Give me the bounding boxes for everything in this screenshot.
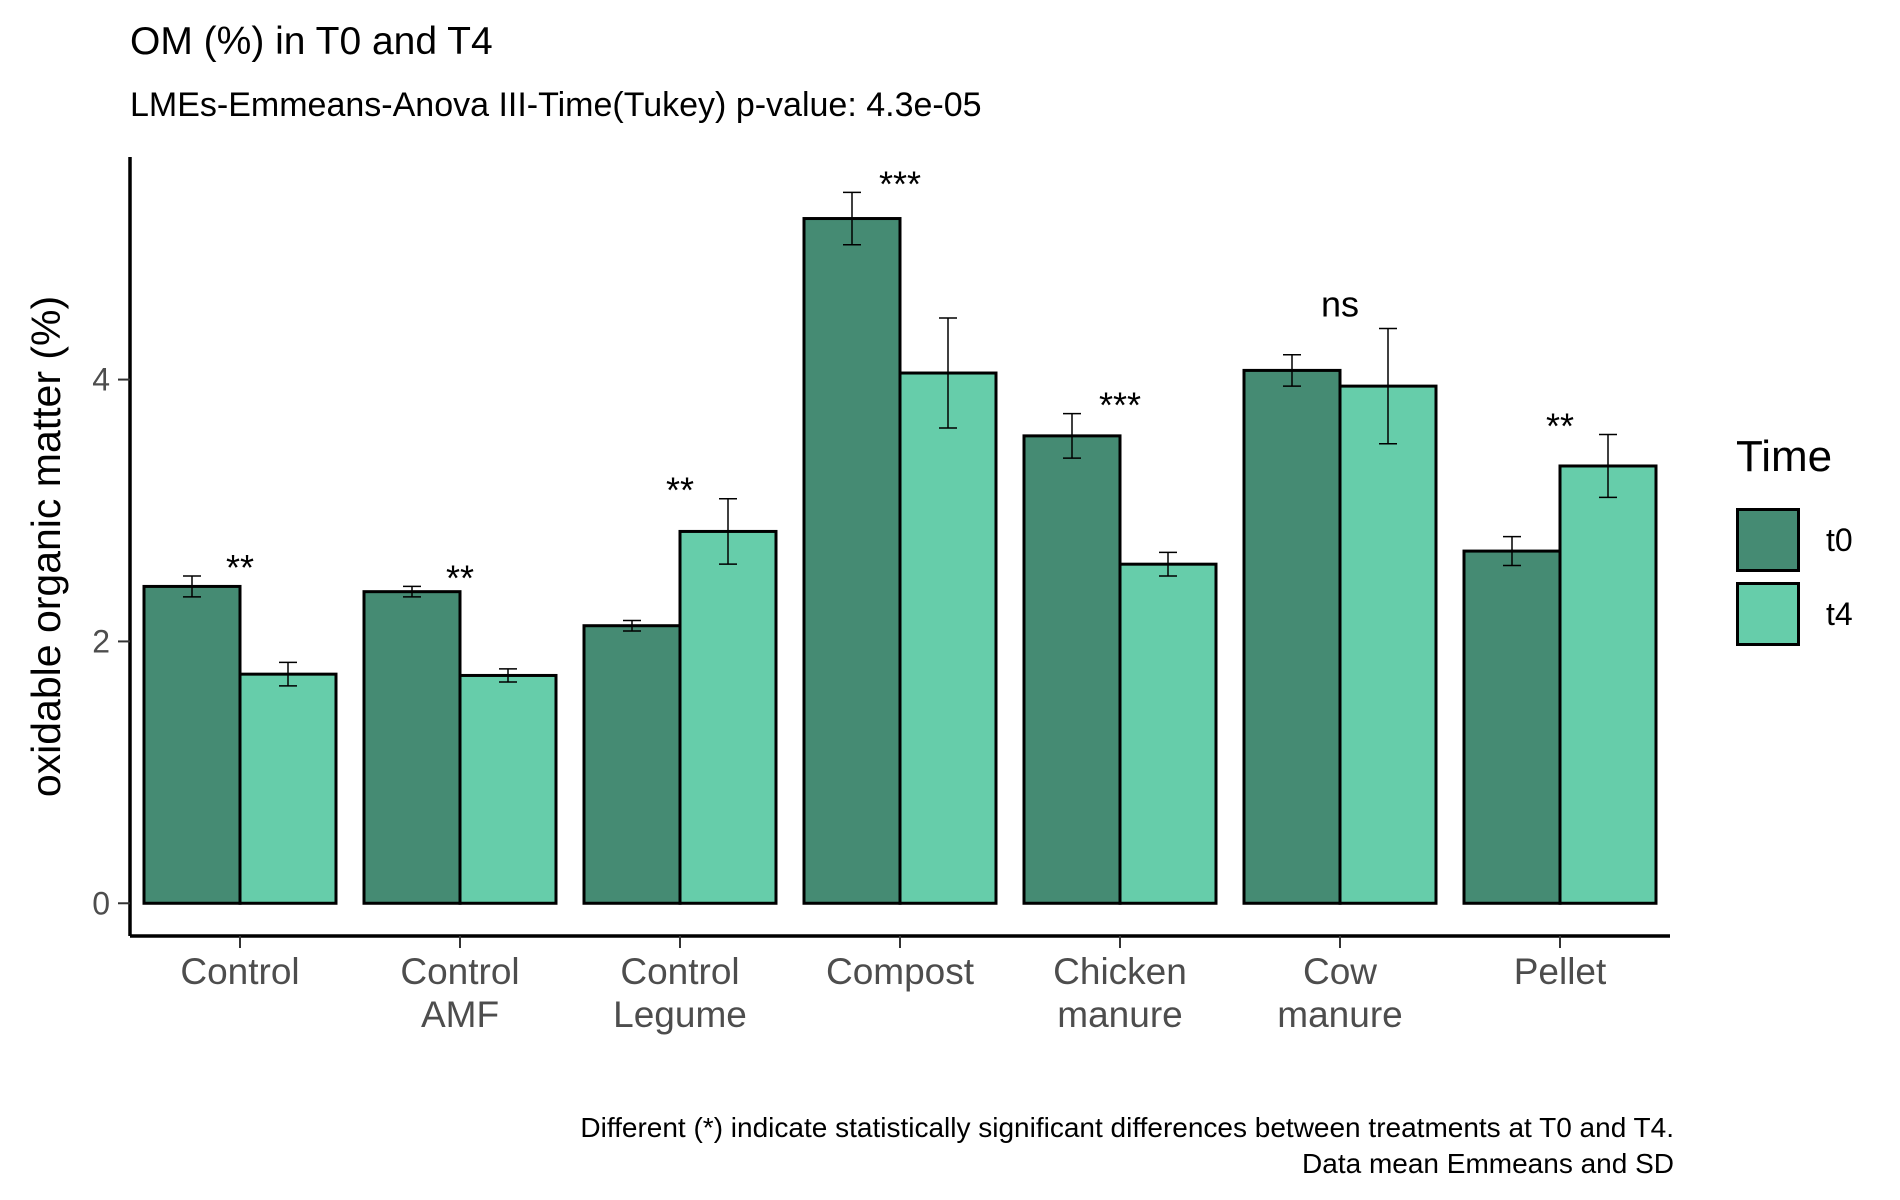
x-tick-label: Pellet [1514,951,1607,992]
significance-label: ** [446,557,474,598]
significance-label: ** [226,547,254,588]
significance-label: ** [666,470,694,511]
y-axis-label: oxidable organic matter (%) [23,296,69,797]
bar-t4 [458,673,558,905]
significance-label: ns [1321,284,1359,325]
chart-subtitle: LMEs-Emmeans-Anova III-Time(Tukey) p-val… [130,86,982,124]
chart-caption: Different (*) indicate statistically sig… [580,1110,1674,1182]
y-tick-label: 2 [92,623,110,659]
x-tick-label: AMF [421,994,499,1035]
x-tick-label: Cow [1303,951,1377,992]
bar-group [142,217,1658,905]
bar-t0 [802,217,902,905]
bar-t4 [1558,464,1658,905]
bar-t4 [678,529,778,905]
x-tick-label: manure [1277,994,1402,1035]
caption-line-1: Different (*) indicate statistically sig… [580,1112,1674,1143]
bar-t0 [1022,434,1122,905]
x-tick-label: Legume [613,994,747,1035]
significance-label: *** [1099,385,1141,426]
label-group: ** **********ns** [226,163,1574,598]
x-tick-label: Control [180,951,299,992]
y-tick-label: 0 [92,885,110,921]
chart-title: OM (%) in T0 and T4 [130,20,493,63]
significance-label: *** [879,163,921,204]
bar-t4 [1338,384,1438,905]
error-bar-group [183,191,1617,687]
legend-swatch-t0 [1736,508,1800,572]
chart-axes: 0 2 4 oxidable organic matter (%) Control Con… [23,157,1670,1035]
legend-label-t0: t0 [1826,522,1853,558]
x-tick-label: Control [400,951,519,992]
x-tick-label: Chicken [1053,951,1187,992]
bar-t0 [1462,549,1562,905]
x-tick-label: Control [620,951,739,992]
legend-swatch-t4 [1736,582,1800,646]
bar-t0 [582,624,682,905]
bar-t0 [362,590,462,905]
legend-label-t4: t4 [1826,596,1853,632]
bar-t4 [238,672,338,905]
caption-line-2: Data mean Emmeans and SD [1302,1148,1674,1179]
x-tick-label: Compost [826,951,975,992]
bar-t0 [142,584,242,905]
bar-t0 [1242,368,1342,905]
legend-title: Time [1736,432,1833,481]
significance-label: ** [1546,406,1574,447]
y-tick-label: 4 [92,362,110,398]
x-tick-label: manure [1057,994,1182,1035]
bar-t4 [898,371,998,905]
bar-t4 [1118,562,1218,905]
